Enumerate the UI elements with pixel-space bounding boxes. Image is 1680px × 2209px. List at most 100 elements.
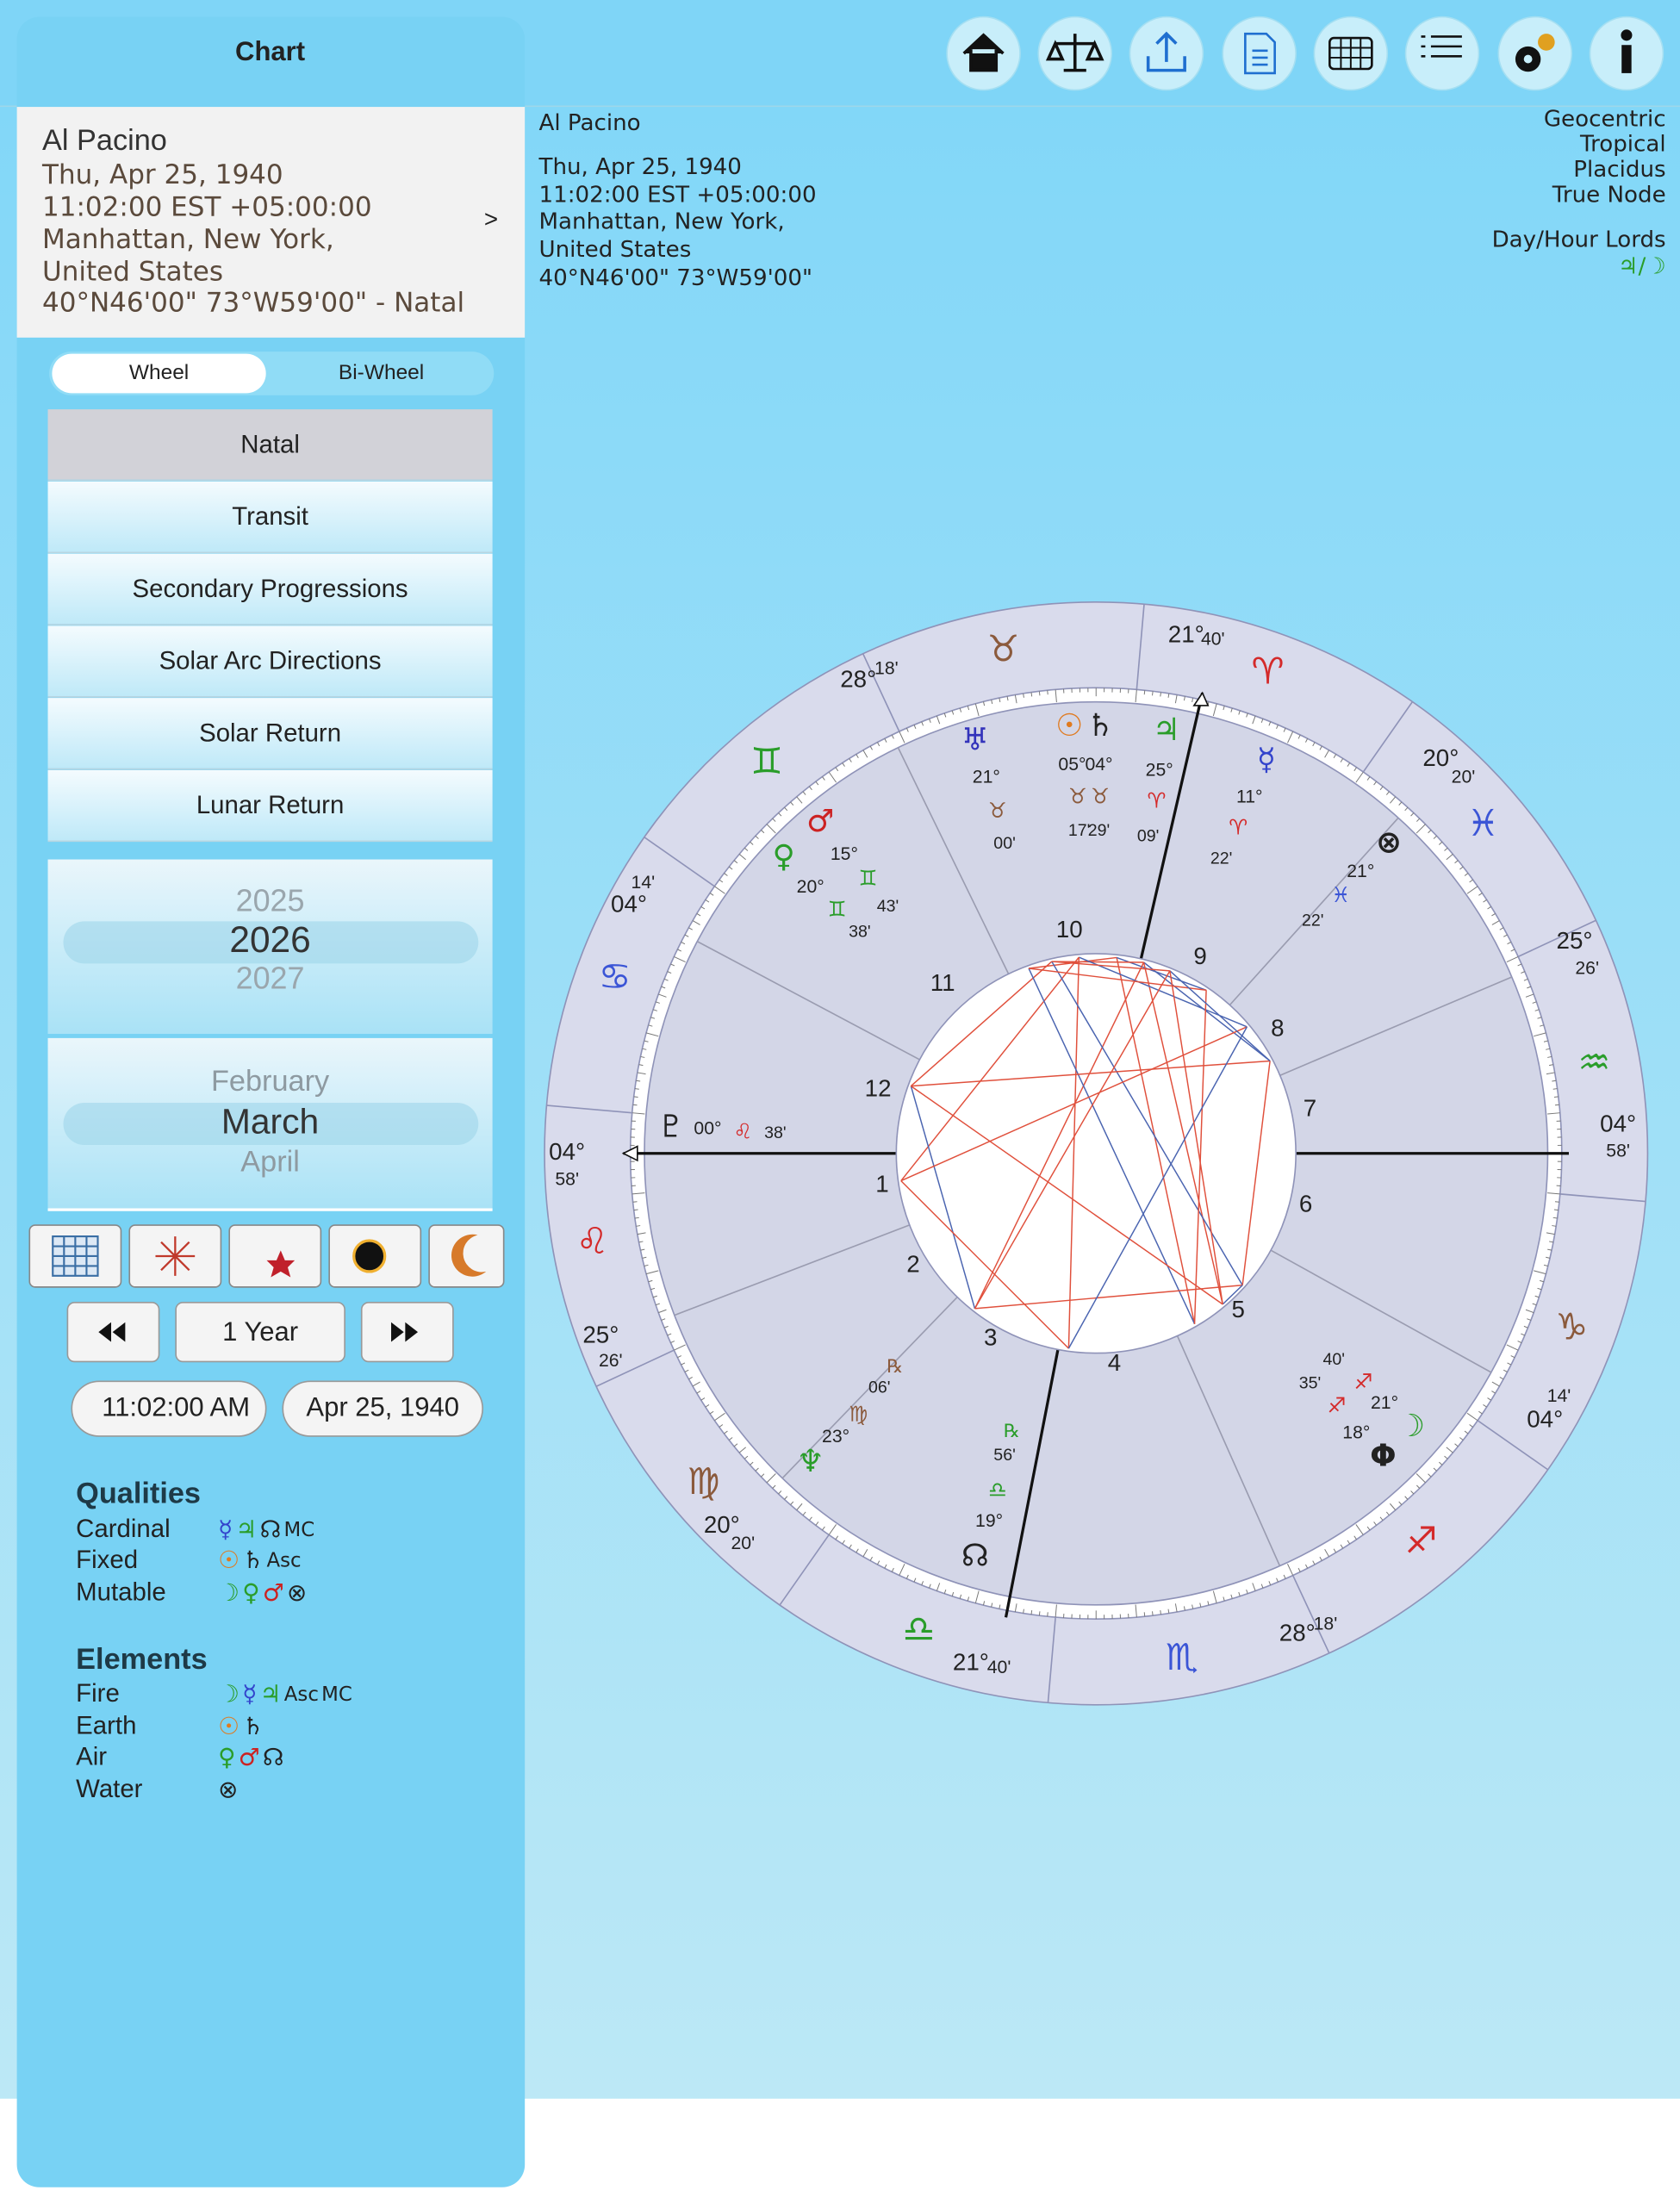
zodiac-sign: ♑ — [1555, 1306, 1588, 1348]
tool-button[interactable] — [429, 1225, 504, 1287]
segment-tab[interactable]: Bi-Wheel — [339, 361, 424, 384]
planet-glyph: ⊗ — [1376, 825, 1402, 861]
cusp-degree: 21° — [953, 1649, 989, 1676]
planet-degree: 04° — [1085, 755, 1112, 775]
qualities-title: Qualities — [76, 1478, 201, 1510]
year-option[interactable]: 2025 — [236, 883, 305, 918]
aspect-circle — [896, 954, 1296, 1353]
planet-sign: ♎ — [988, 1478, 1007, 1503]
planet-sign: ♐ — [1328, 1393, 1347, 1418]
profile-line: Thu, Apr 25, 1940 — [41, 159, 283, 190]
time[interactable]: 11:02:00 AM — [102, 1391, 250, 1422]
cusp-minute: 58' — [555, 1169, 579, 1189]
cusp-minute: 26' — [599, 1351, 623, 1371]
toolbar-button[interactable] — [1223, 17, 1296, 90]
degree-tick — [635, 1217, 639, 1218]
chart-wheel: ♈♉♊♋♌♍♎♏♐♑♒♓21°40'28°18'04°14'04°58'25°2… — [544, 602, 1647, 1705]
profile-name: Al Pacino — [42, 124, 167, 157]
segment-tab[interactable]: Wheel — [129, 361, 189, 384]
zodiac-sign: ♏ — [1166, 1637, 1198, 1679]
zodiac-sign: ♍ — [688, 1461, 720, 1503]
planet-minute: 35' — [1299, 1374, 1322, 1393]
profile-line: 11:02:00 EST +05:00:00 — [42, 192, 372, 223]
symbol: ⊗ — [218, 1775, 238, 1803]
symbol: ♃ — [260, 1679, 282, 1708]
planet-glyph: Φ — [1370, 1438, 1397, 1473]
planet-degree: 21° — [1371, 1393, 1398, 1413]
chart-type[interactable]: Solar Arc Directions — [159, 647, 382, 675]
date[interactable]: Apr 25, 1940 — [306, 1391, 459, 1422]
qualities-label: Cardinal — [76, 1515, 170, 1543]
cusp-minute: 20' — [731, 1534, 755, 1553]
profile-line: 40°N46'00" 73°W59'00" - Natal — [42, 288, 464, 319]
planet-degree: 18° — [1342, 1422, 1370, 1442]
symbol: ♀ — [218, 1743, 235, 1771]
cusp-minute: 18' — [1314, 1614, 1338, 1633]
retrograde: ℞ — [887, 1356, 903, 1378]
symbol: Asc — [284, 1683, 319, 1706]
chart-setting: Placidus — [1573, 157, 1665, 183]
symbol: ☊ — [263, 1743, 284, 1771]
degree-tick — [1153, 1611, 1154, 1615]
cusp-degree: 04° — [549, 1138, 585, 1165]
symbol: ☽ — [218, 1578, 240, 1607]
planet-sign: ♐ — [1354, 1369, 1373, 1394]
zodiac-sign: ♓ — [1466, 803, 1499, 845]
planet-degree: 21° — [1347, 862, 1374, 881]
symbol: MC — [284, 1519, 315, 1541]
year-option[interactable]: 2027 — [236, 960, 305, 995]
planet-sign: ♉ — [1091, 784, 1110, 809]
planet-sign: ♊ — [859, 865, 878, 890]
house-number: 8 — [1271, 1014, 1284, 1041]
planet-minute: 38' — [764, 1123, 787, 1142]
tool-button[interactable] — [229, 1225, 320, 1287]
grid-icon — [53, 1236, 97, 1276]
planet-minute: 00' — [993, 834, 1016, 853]
month-option[interactable]: February — [211, 1065, 330, 1098]
month-option[interactable]: March — [221, 1101, 319, 1141]
elements-label: Earth — [76, 1712, 136, 1740]
chart-info-line: Al Pacino — [539, 110, 641, 136]
degree-tick — [635, 1089, 639, 1090]
cusp-degree: 04° — [1527, 1405, 1563, 1432]
chart-info-line: Manhattan, New York, — [539, 208, 785, 234]
zodiac-sign: ♐ — [1404, 1521, 1437, 1563]
planet-degree: 23° — [822, 1427, 849, 1447]
planet-glyph: ☊ — [961, 1538, 989, 1573]
elements-label: Air — [76, 1743, 107, 1771]
planet-minute: 38' — [849, 923, 871, 942]
planet-degree: 21° — [973, 767, 1000, 787]
month-option[interactable]: April — [240, 1145, 300, 1178]
elements-title: Elements — [76, 1643, 207, 1676]
symbol: ♀ — [242, 1578, 259, 1607]
planet-glyph: ☽ — [1397, 1409, 1425, 1444]
chart-type[interactable]: Natal — [240, 430, 300, 458]
toolbar-button[interactable] — [1406, 17, 1479, 90]
lords: ♃/☽ — [1618, 254, 1666, 280]
year-option[interactable]: 2026 — [229, 919, 310, 960]
degree-tick — [1031, 1610, 1032, 1615]
cusp-minute: 18' — [874, 659, 899, 679]
chart-type[interactable]: Solar Return — [199, 719, 341, 747]
degree-tick — [1554, 1097, 1559, 1098]
chart-type[interactable]: Secondary Progressions — [133, 575, 408, 603]
step-size[interactable]: 1 Year — [222, 1316, 298, 1347]
cusp-degree: 28° — [1279, 1619, 1316, 1646]
info-icon-stem — [1621, 45, 1631, 73]
chart-type[interactable]: Transit — [232, 502, 308, 531]
degree-tick — [634, 1097, 638, 1098]
degree-tick — [1144, 690, 1145, 694]
info-icon-dot — [1621, 29, 1632, 40]
profile-chevron[interactable]: > — [484, 206, 498, 233]
cusp-minute: 58' — [1606, 1142, 1630, 1161]
cusp-minute: 26' — [1575, 959, 1599, 979]
zodiac-sign: ♎ — [902, 1609, 935, 1651]
elements-label: Fire — [76, 1679, 120, 1708]
symbol: MC — [321, 1683, 352, 1706]
cusp-minute: 40' — [987, 1658, 1011, 1677]
chart-type[interactable]: Lunar Return — [196, 791, 344, 819]
degree-tick — [1039, 691, 1040, 695]
house-number: 11 — [930, 969, 955, 996]
planet-minute: 22' — [1210, 849, 1233, 868]
symbol: ♃ — [235, 1515, 257, 1543]
